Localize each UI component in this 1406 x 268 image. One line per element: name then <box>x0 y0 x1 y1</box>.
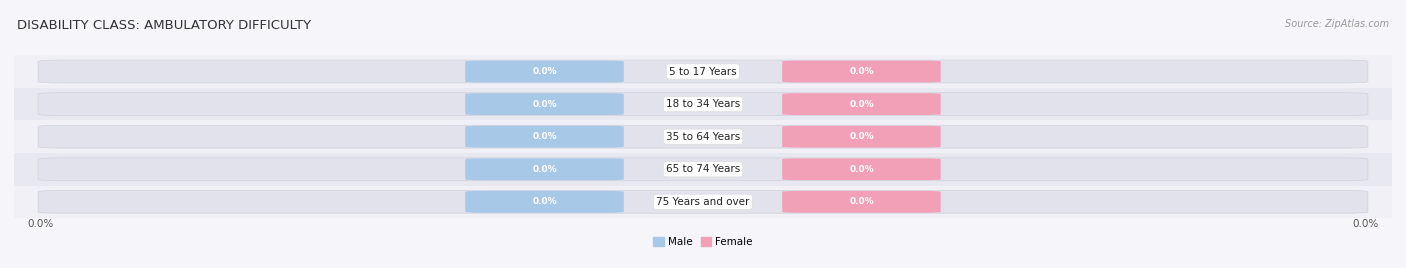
Text: 35 to 64 Years: 35 to 64 Years <box>666 132 740 142</box>
FancyBboxPatch shape <box>782 126 941 148</box>
Text: 0.0%: 0.0% <box>533 67 557 76</box>
Text: 0.0%: 0.0% <box>849 67 873 76</box>
Text: 0.0%: 0.0% <box>849 197 873 206</box>
FancyBboxPatch shape <box>782 61 941 83</box>
Text: DISABILITY CLASS: AMBULATORY DIFFICULTY: DISABILITY CLASS: AMBULATORY DIFFICULTY <box>17 19 311 32</box>
FancyBboxPatch shape <box>465 93 624 115</box>
FancyBboxPatch shape <box>465 158 624 180</box>
Bar <box>14 120 1392 153</box>
Text: 0.0%: 0.0% <box>533 197 557 206</box>
Bar <box>14 153 1392 185</box>
Text: 0.0%: 0.0% <box>28 219 53 229</box>
Text: 5 to 17 Years: 5 to 17 Years <box>669 66 737 77</box>
FancyBboxPatch shape <box>38 158 1368 181</box>
Text: 0.0%: 0.0% <box>533 132 557 141</box>
Bar <box>14 88 1392 120</box>
FancyBboxPatch shape <box>38 125 1368 148</box>
FancyBboxPatch shape <box>38 60 1368 83</box>
Legend: Male, Female: Male, Female <box>650 233 756 251</box>
Text: 65 to 74 Years: 65 to 74 Years <box>666 164 740 174</box>
FancyBboxPatch shape <box>38 93 1368 116</box>
Bar <box>14 185 1392 218</box>
FancyBboxPatch shape <box>782 191 941 213</box>
Text: 0.0%: 0.0% <box>533 165 557 174</box>
Text: Source: ZipAtlas.com: Source: ZipAtlas.com <box>1285 19 1389 29</box>
Text: 0.0%: 0.0% <box>533 100 557 109</box>
FancyBboxPatch shape <box>465 61 624 83</box>
Text: 0.0%: 0.0% <box>1353 219 1378 229</box>
Text: 0.0%: 0.0% <box>849 165 873 174</box>
FancyBboxPatch shape <box>38 191 1368 213</box>
Text: 0.0%: 0.0% <box>849 132 873 141</box>
FancyBboxPatch shape <box>465 126 624 148</box>
Text: 75 Years and over: 75 Years and over <box>657 197 749 207</box>
Text: 18 to 34 Years: 18 to 34 Years <box>666 99 740 109</box>
Text: 0.0%: 0.0% <box>849 100 873 109</box>
Bar <box>14 55 1392 88</box>
FancyBboxPatch shape <box>782 93 941 115</box>
FancyBboxPatch shape <box>465 191 624 213</box>
FancyBboxPatch shape <box>782 158 941 180</box>
